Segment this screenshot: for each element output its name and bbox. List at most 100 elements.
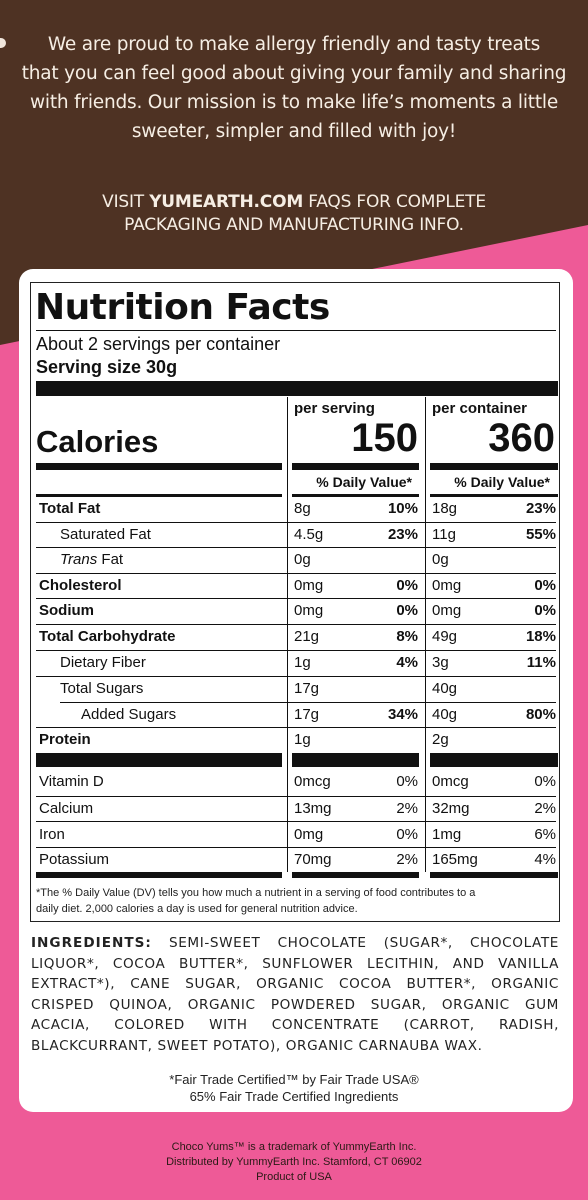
dv-per-serving: 0% xyxy=(396,773,418,790)
visit-suffix: FAQS FOR COMPLETE xyxy=(303,192,486,212)
nutrient-name: Total Carbohydrate xyxy=(39,628,176,645)
amount-per-serving: 70mg xyxy=(294,851,332,868)
divider xyxy=(430,494,558,497)
website-name: YUMEARTH.COM xyxy=(149,192,304,212)
amount-per-container: 32mg xyxy=(432,800,470,817)
nutrient-name: Total Sugars xyxy=(60,680,144,697)
distributor-footer: Choco Yums™ is a trademark of YummyEarth… xyxy=(20,1140,568,1185)
row-divider xyxy=(36,598,556,599)
daily-value-header: % Daily Value* xyxy=(316,474,412,490)
amount-per-container: 49g xyxy=(432,628,458,645)
nutrient-row-saturated-fat: Saturated Fat 4.5g 23% 11g 55% xyxy=(36,523,556,549)
amount-per-serving: 0mcg xyxy=(294,773,331,790)
dv-per-serving: 23% xyxy=(387,526,418,543)
nutrient-name: Dietary Fiber xyxy=(60,654,146,671)
thick-divider xyxy=(430,872,558,878)
ingredients-label: INGREDIENTS: xyxy=(31,935,152,951)
dv-per-serving: 8% xyxy=(396,628,418,645)
nutrient-row-sodium: Sodium 0mg 0% 0mg 0% xyxy=(36,599,556,625)
calories-per-container: 360 xyxy=(488,416,555,460)
dv-per-container: 0% xyxy=(534,602,556,619)
dv-per-serving: 2% xyxy=(396,800,418,817)
nutrient-name: Trans Fat xyxy=(60,551,123,568)
nutrient-row-total-sugars: Total Sugars 17g 40g xyxy=(36,677,556,703)
nutrient-name: Saturated Fat xyxy=(60,526,151,543)
dv-per-serving: 0% xyxy=(396,577,418,594)
dv-per-serving: 4% xyxy=(396,654,418,671)
amount-per-serving: 0mg xyxy=(294,602,324,619)
serving-size: Serving size 30g xyxy=(36,357,178,377)
nutrient-row-total-carbohydrate: Total Carbohydrate 21g 8% 49g 18% xyxy=(36,625,556,651)
vitamin-row-vitamin-d: Vitamin D 0mcg 0% 0mcg 0% xyxy=(36,770,556,796)
amount-per-serving: 17g xyxy=(294,680,320,697)
row-divider xyxy=(36,650,556,651)
dv-per-container: 55% xyxy=(525,526,556,543)
amount-per-container: 3g xyxy=(432,654,449,671)
thick-divider xyxy=(36,753,282,767)
trans-label: Trans xyxy=(60,551,98,568)
amount-per-serving: 1g xyxy=(294,654,311,671)
visit-line-2: PACKAGING AND MANUFACTURING INFO. xyxy=(124,215,464,235)
nutrient-row-protein: Protein 1g 2g xyxy=(36,728,556,754)
trademark-line: Choco Yums™ is a trademark of YummyEarth… xyxy=(171,1141,417,1153)
row-divider xyxy=(36,624,556,625)
amount-per-serving: 13mg xyxy=(294,800,332,817)
fair-trade-line: *Fair Trade Certified™ by Fair Trade USA… xyxy=(169,1072,419,1087)
row-divider xyxy=(36,573,556,574)
amount-per-container: 2g xyxy=(432,731,449,748)
decorative-mark xyxy=(0,38,6,48)
row-divider xyxy=(36,522,556,523)
mission-line: with friends. Our mission is to make lif… xyxy=(29,92,559,113)
divider xyxy=(292,494,419,497)
nutrient-row-added-sugars: Added Sugars 17g 34% 40g 80% xyxy=(36,703,556,729)
amount-per-container: 40g xyxy=(432,706,458,723)
thick-divider xyxy=(292,872,419,878)
row-divider xyxy=(36,676,556,677)
ingredients-text: SEMI-SWEET CHOCOLATE (SUGAR*, CHOCOLATE … xyxy=(31,935,559,1054)
thick-divider xyxy=(36,463,282,470)
visit-prefix: VISIT xyxy=(102,192,150,212)
daily-value-footnote: *The % Daily Value (DV) tells you how mu… xyxy=(36,885,556,917)
divider xyxy=(36,494,282,497)
origin-line: Product of USA xyxy=(256,1171,332,1183)
amount-per-container: 11g xyxy=(432,526,456,543)
amount-per-container: 0mg xyxy=(432,577,462,594)
dv-per-container: 0% xyxy=(534,577,556,594)
amount-per-container: 165mg xyxy=(432,851,478,868)
per-container-header: per container xyxy=(432,400,528,417)
vitamin-name: Iron xyxy=(39,826,65,843)
amount-per-container: 0mg xyxy=(432,602,462,619)
vitamin-name: Potassium xyxy=(39,851,110,868)
per-serving-header: per serving xyxy=(294,400,375,417)
fair-trade-notice: *Fair Trade Certified™ by Fair Trade USA… xyxy=(20,1071,568,1105)
amount-per-container: 18g xyxy=(432,500,458,517)
amount-per-serving: 8g xyxy=(294,500,311,517)
amount-per-container: 0mcg xyxy=(432,773,469,790)
dv-per-serving: 34% xyxy=(387,706,418,723)
amount-per-container: 0g xyxy=(432,551,449,568)
nutrient-row-dietary-fiber: Dietary Fiber 1g 4% 3g 11% xyxy=(36,651,556,677)
thick-divider xyxy=(292,463,419,470)
daily-value-header: % Daily Value* xyxy=(454,474,550,490)
mission-statement: We are proud to make allergy friendly an… xyxy=(20,30,568,146)
dv-per-serving: 0% xyxy=(396,602,418,619)
row-divider xyxy=(36,821,556,822)
nutrition-facts-box xyxy=(30,282,560,922)
nutrient-row-trans-fat: Trans Fat 0g 0g xyxy=(36,548,556,574)
row-divider xyxy=(36,847,556,848)
column-divider xyxy=(425,397,426,872)
nutrient-row-total-fat: Total Fat 8g 10% 18g 23% xyxy=(36,497,556,523)
mission-line: that you can feel good about giving your… xyxy=(21,63,567,84)
dv-per-container: 0% xyxy=(534,773,556,790)
nutrient-name: Total Fat xyxy=(39,500,101,517)
vitamin-name: Calcium xyxy=(39,800,94,817)
amount-per-serving: 21g xyxy=(294,628,320,645)
servings-per-container: About 2 servings per container xyxy=(36,334,281,354)
footnote-line: daily diet. 2,000 calories a day is used… xyxy=(36,903,358,915)
thick-divider xyxy=(36,381,558,396)
dv-per-container: 23% xyxy=(525,500,556,517)
nutrient-name: Added Sugars xyxy=(81,706,177,723)
dv-per-container: 4% xyxy=(534,851,556,868)
footnote-line: *The % Daily Value (DV) tells you how mu… xyxy=(36,887,476,899)
dv-per-container: 18% xyxy=(525,628,556,645)
